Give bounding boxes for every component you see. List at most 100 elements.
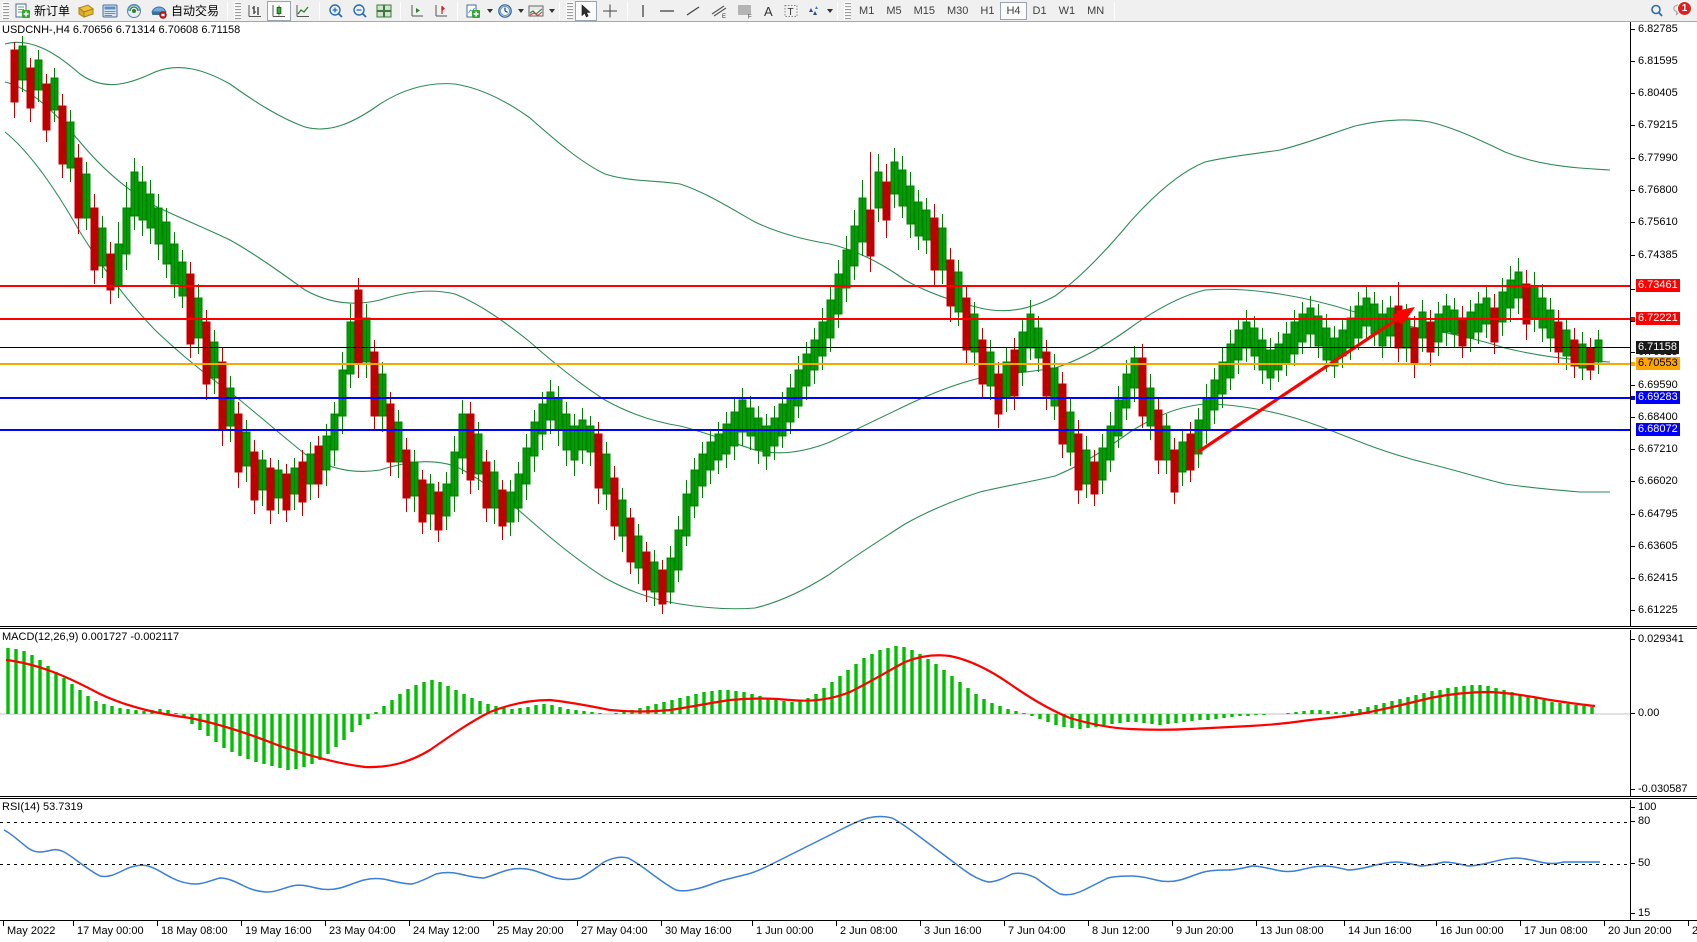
level-line-6.72221[interactable] <box>0 316 1636 322</box>
level-line-6.73461[interactable] <box>0 285 1630 287</box>
price-tick: 6.61225 <box>1638 604 1678 616</box>
level-label-6.70553[interactable]: 6.70553 <box>1636 357 1680 370</box>
rsi-axis[interactable]: 100 80 50 15 <box>1630 800 1697 920</box>
level-label-6.71158[interactable]: 6.71158 <box>1636 341 1679 354</box>
timeframe-mn[interactable]: MN <box>1087 4 1105 17</box>
signals-button[interactable] <box>122 1 146 21</box>
add-indicator-caret-icon[interactable] <box>487 8 494 13</box>
time-tick-mark <box>73 921 74 926</box>
toolbar-divider <box>227 1 229 20</box>
time-axis[interactable]: May 2022 17 May 00:00 18 May 08:00 19 May 1… <box>0 920 1697 942</box>
toolbar-grip-3[interactable] <box>566 1 574 20</box>
price-tick: 6.66020 <box>1638 475 1678 487</box>
cursor-icon <box>581 3 591 17</box>
toolbar-grip-2[interactable] <box>234 1 242 20</box>
period-caret-icon[interactable] <box>518 8 525 13</box>
auto-scroll-button[interactable] <box>429 1 453 21</box>
templates-icon <box>528 5 544 16</box>
timeframe-h4[interactable]: H4 <box>1000 1 1027 20</box>
add-indicator-button[interactable] <box>462 1 486 21</box>
level-label-6.68072[interactable]: 6.68072 <box>1636 423 1680 436</box>
new-order-button[interactable]: 新订单 <box>11 1 74 21</box>
tile-windows-button[interactable] <box>372 1 396 21</box>
svg-text:E: E <box>722 14 726 19</box>
candlestick-chart-button[interactable] <box>267 0 292 21</box>
price-tick: 6.74385 <box>1638 249 1678 261</box>
toolbar-grip-4[interactable] <box>844 1 852 20</box>
trendline-icon <box>686 5 700 16</box>
text-label-button[interactable]: T <box>780 1 802 21</box>
price-tick: 6.68400 <box>1638 411 1678 423</box>
time-tick-mark <box>1004 921 1005 926</box>
level-line-6.70553[interactable] <box>0 361 1636 367</box>
crosshair-button[interactable] <box>597 1 623 21</box>
notifications-button[interactable]: 1 <box>1669 0 1692 21</box>
timeframe-m15[interactable]: M15 <box>913 4 935 17</box>
chart-container[interactable]: USDCNH-,H4 6.70656 6.71314 6.70608 6.711… <box>0 22 1697 942</box>
level-label-6.69283[interactable]: 6.69283 <box>1636 391 1680 404</box>
zoom-in-button[interactable] <box>324 1 348 21</box>
autotrading-label: 自动交易 <box>171 4 220 18</box>
templates-caret-icon[interactable] <box>549 8 556 13</box>
cursor-button[interactable] <box>575 0 598 21</box>
toolbar-grip[interactable] <box>2 1 9 20</box>
trendline-button[interactable] <box>680 1 706 21</box>
time-tick-mark <box>409 921 410 926</box>
timeframe-m5[interactable]: M5 <box>886 4 902 17</box>
objects-button[interactable] <box>802 1 826 21</box>
level-line-6.69283[interactable] <box>0 395 1636 401</box>
timeframe-m1[interactable]: M1 <box>859 4 875 17</box>
chart-shift-button[interactable] <box>405 1 429 21</box>
macd-tick: 0.00 <box>1638 707 1660 719</box>
price-tick: 6.79215 <box>1638 119 1678 131</box>
main-toolbar: 新订单 <box>0 0 1697 22</box>
time-tick-mark <box>157 921 158 926</box>
period-button[interactable] <box>493 1 517 21</box>
macd-pane[interactable]: MACD(12,26,9) 0.001727 -0.002117 <box>0 630 1630 798</box>
candlestick-chart-icon <box>272 4 286 17</box>
timeframe-d1[interactable]: D1 <box>1032 4 1047 17</box>
equidistant-channel-button[interactable]: E <box>706 1 732 21</box>
price-pane[interactable]: USDCNH-,H4 6.70656 6.71314 6.70608 6.711… <box>0 22 1636 628</box>
price-tick: 6.69590 <box>1638 379 1678 391</box>
vertical-line-button[interactable] <box>632 1 654 21</box>
toolbar-divider-8 <box>1114 1 1116 20</box>
timeframe-w1[interactable]: W1 <box>1058 4 1076 17</box>
pane-divider-macd[interactable] <box>0 626 1697 629</box>
price-axis[interactable]: 6.82785 6.81595 6.80405 6.79215 6.77990 … <box>1630 22 1697 628</box>
zoom-out-button[interactable] <box>348 1 372 21</box>
level-label-6.72221[interactable]: 6.72221 <box>1636 312 1680 325</box>
time-tick-label: 17 Jun 08:00 <box>1524 925 1588 937</box>
search-button[interactable] <box>1645 1 1669 21</box>
signals-icon <box>127 3 142 18</box>
rsi-overbought-line <box>0 822 1630 823</box>
level-line-6.68072[interactable] <box>0 429 1630 431</box>
level-line-6.71158[interactable] <box>0 347 1630 348</box>
line-chart-button[interactable] <box>291 1 315 21</box>
level-label-6.73461[interactable]: 6.73461 <box>1636 279 1680 292</box>
rsi-plot <box>3 815 1600 896</box>
zoom-in-icon <box>329 3 343 18</box>
chart-shift-icon <box>411 4 424 16</box>
autotrading-button[interactable]: 自动交易 <box>146 1 223 21</box>
templates-button[interactable] <box>524 1 548 21</box>
auto-scroll-icon <box>435 4 448 16</box>
pane-divider-rsi[interactable] <box>0 796 1697 799</box>
text-button[interactable]: A <box>758 1 780 21</box>
rsi-tick: 80 <box>1638 815 1651 827</box>
timeframe-h1[interactable]: H1 <box>980 4 995 17</box>
fibonacci-button[interactable]: F <box>732 1 758 21</box>
timeframe-m30[interactable]: M30 <box>947 4 969 17</box>
bar-chart-button[interactable] <box>243 1 267 21</box>
autotrading-icon <box>151 5 167 19</box>
wallet-button[interactable] <box>74 1 98 21</box>
toolbar-divider-2 <box>319 1 321 20</box>
horizontal-line-button[interactable] <box>654 1 680 21</box>
time-tick-mark <box>493 921 494 926</box>
terminal-button[interactable] <box>98 1 122 21</box>
tile-windows-icon <box>376 4 392 17</box>
rsi-pane[interactable]: RSI(14) 53.7319 <box>0 800 1630 920</box>
price-tick: 6.80405 <box>1638 87 1678 99</box>
macd-axis[interactable]: 0.029341 0.00 -0.030587 <box>1630 630 1697 798</box>
objects-caret-icon[interactable] <box>827 8 834 13</box>
